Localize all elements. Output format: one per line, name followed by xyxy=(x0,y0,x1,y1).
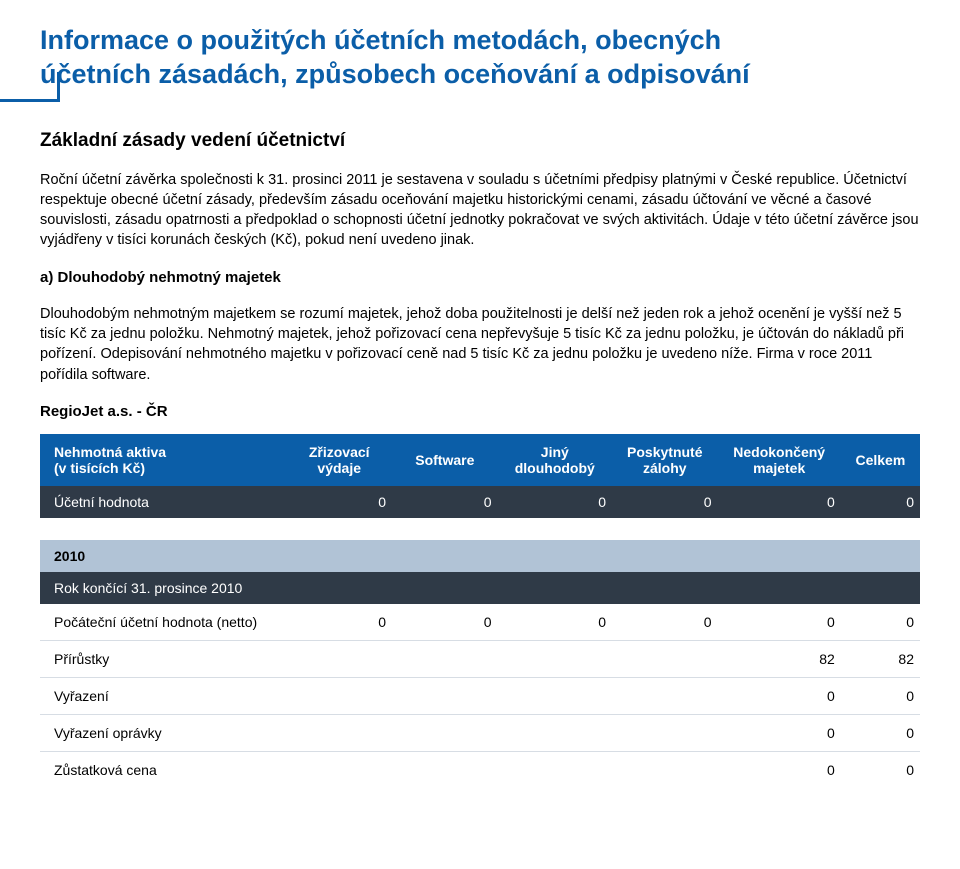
table-row: Zůstatková cena 0 0 xyxy=(40,751,920,788)
cell: 0 xyxy=(841,486,920,518)
cell: 0 xyxy=(718,677,841,714)
col-header-line1: Poskytnuté xyxy=(627,444,702,460)
year-sub-label: Rok končící 31. prosince 2010 xyxy=(40,572,920,604)
col-header-label: Nehmotná aktiva (v tisících Kč) xyxy=(40,434,286,486)
title-accent-rule xyxy=(0,72,60,102)
title-line2: účetních zásadách, způsobech oceňování a… xyxy=(40,59,750,89)
cell xyxy=(392,640,498,677)
year-sub-band: Rok končící 31. prosince 2010 xyxy=(40,572,920,604)
col-header-line1: Zřizovací xyxy=(309,444,370,460)
table-row: Přírůstky 82 82 xyxy=(40,640,920,677)
col-header-line1: Celkem xyxy=(855,452,905,468)
cell xyxy=(612,677,718,714)
col-header-line1: Software xyxy=(415,452,474,468)
cell xyxy=(286,751,392,788)
cell xyxy=(286,677,392,714)
cell xyxy=(612,714,718,751)
page-title: Informace o použitých účetních metodách,… xyxy=(40,24,920,92)
cell xyxy=(392,751,498,788)
year-band: 2010 xyxy=(40,540,920,572)
row-label: Vyřazení oprávky xyxy=(40,714,286,751)
intangible-assets-table: Nehmotná aktiva (v tisících Kč) Zřizovac… xyxy=(40,434,920,788)
cell: 0 xyxy=(718,751,841,788)
title-line1: Informace o použitých účetních metodách,… xyxy=(40,25,721,55)
cell xyxy=(286,714,392,751)
section-heading: Základní zásady vedení účetnictví xyxy=(40,130,920,152)
col-header-line1: Nehmotná aktiva xyxy=(54,444,166,460)
cell xyxy=(498,640,612,677)
cell xyxy=(286,640,392,677)
book-value-row: Účetní hodnota 0 0 0 0 0 0 xyxy=(40,486,920,518)
cell: 0 xyxy=(718,714,841,751)
row-label: Zůstatková cena xyxy=(40,751,286,788)
col-header: Celkem xyxy=(841,434,920,486)
cell xyxy=(392,677,498,714)
col-header-line1: Jiný xyxy=(541,444,569,460)
company-label: RegioJet a.s. - ČR xyxy=(40,403,920,420)
paragraph-a: Dlouhodobým nehmotným majetkem se rozumí… xyxy=(40,304,920,385)
cell: 82 xyxy=(718,640,841,677)
col-header-line1: Nedokončený xyxy=(733,444,825,460)
col-header: Nedokončený majetek xyxy=(718,434,841,486)
col-header: Zřizovací výdaje xyxy=(286,434,392,486)
year-label: 2010 xyxy=(40,540,920,572)
cell: 0 xyxy=(718,604,841,641)
col-header-line2: dlouhodobý xyxy=(515,460,595,476)
cell xyxy=(392,714,498,751)
cell xyxy=(498,751,612,788)
spacer-row xyxy=(40,518,920,540)
col-header-line2: zálohy xyxy=(643,460,687,476)
cell: 0 xyxy=(286,486,392,518)
cell xyxy=(612,640,718,677)
table-header: Nehmotná aktiva (v tisících Kč) Zřizovac… xyxy=(40,434,920,486)
cell: 0 xyxy=(612,486,718,518)
cell: 0 xyxy=(392,486,498,518)
cell xyxy=(612,751,718,788)
col-header-line2: (v tisících Kč) xyxy=(54,460,145,476)
row-label: Počáteční účetní hodnota (netto) xyxy=(40,604,286,641)
col-header-line2: majetek xyxy=(753,460,805,476)
cell: 0 xyxy=(612,604,718,641)
row-label: Přírůstky xyxy=(40,640,286,677)
col-header: Poskytnuté zálohy xyxy=(612,434,718,486)
col-header-line2: výdaje xyxy=(317,460,361,476)
table-row: Počáteční účetní hodnota (netto) 0 0 0 0… xyxy=(40,604,920,641)
paragraph-intro: Roční účetní závěrka společnosti k 31. p… xyxy=(40,170,920,251)
cell: 0 xyxy=(392,604,498,641)
table-row: Vyřazení 0 0 xyxy=(40,677,920,714)
col-header: Software xyxy=(392,434,498,486)
cell xyxy=(498,677,612,714)
cell: 0 xyxy=(841,677,920,714)
cell: 0 xyxy=(498,486,612,518)
subheading-a: a) Dlouhodobý nehmotný majetek xyxy=(40,269,920,286)
cell: 0 xyxy=(841,604,920,641)
cell: 0 xyxy=(286,604,392,641)
table-row: Vyřazení oprávky 0 0 xyxy=(40,714,920,751)
row-label: Vyřazení xyxy=(40,677,286,714)
col-header: Jiný dlouhodobý xyxy=(498,434,612,486)
cell: 0 xyxy=(498,604,612,641)
title-block: Informace o použitých účetních metodách,… xyxy=(40,24,920,92)
row-label: Účetní hodnota xyxy=(40,486,286,518)
cell xyxy=(498,714,612,751)
cell: 0 xyxy=(718,486,841,518)
cell: 0 xyxy=(841,751,920,788)
cell: 82 xyxy=(841,640,920,677)
cell: 0 xyxy=(841,714,920,751)
